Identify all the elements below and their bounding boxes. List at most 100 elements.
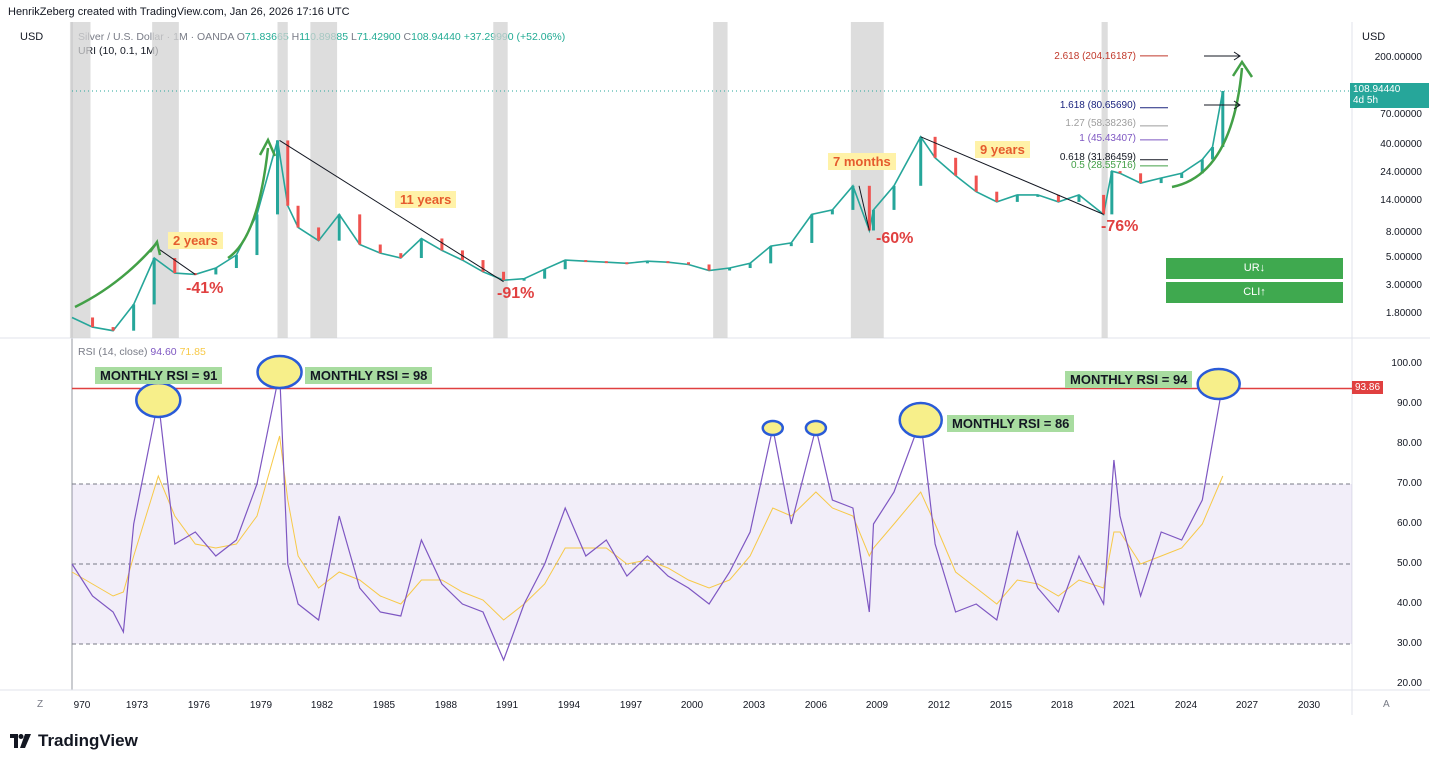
price-candle [1139,173,1143,184]
rsi-tick-20: 20.00 [1396,678,1422,689]
price-candle [851,185,855,210]
tradingview-logo-icon [10,734,31,748]
trendline-1980-1991 [279,140,504,283]
rsi-peak-circle [135,381,182,419]
rsi-94-label: MONTHLY RSI = 94 [1065,371,1193,388]
price-tick-1-8: 1.80000 [1385,308,1422,319]
fib-level-05[interactable]: 0.5 (28.55716) [1070,160,1136,171]
close-value: 108.94440 [411,31,461,43]
price-candle [1110,171,1114,215]
arrow-head-icon [148,238,162,256]
price-tick-200: 200.00000 [1374,52,1422,63]
rsi-91-label: MONTHLY RSI = 91 [95,367,223,384]
price-candle [687,262,690,265]
price-candle [892,185,896,210]
price-candle [769,246,773,264]
time-label: 1997 [619,700,643,711]
price-tick-24: 24.00000 [1380,167,1422,178]
time-label: 1976 [187,700,211,711]
tradingview-brand[interactable]: TradingView [10,731,138,751]
price-candle [871,209,875,231]
annotation-7-months: 7 months [828,153,896,170]
price-candle [399,253,403,259]
currency-label-right: USD [1362,31,1386,43]
price-candle [1118,171,1122,174]
fib-level-1618[interactable]: 1.618 (80.65690) [1059,100,1136,111]
green-rally-arrow-2 [227,147,270,260]
price-candle [214,268,218,275]
price-candle [1015,194,1019,202]
low-label: L [350,31,357,43]
price-tick-40: 40.00000 [1380,139,1422,150]
arrow-head-icon [1231,59,1254,78]
time-label: 2006 [804,700,828,711]
price-tick-70: 70.00000 [1380,109,1422,120]
rsi-legend: RSI (14, close) 94.60 71.85 [78,346,206,358]
price-candle [173,258,177,274]
time-label: 2030 [1297,700,1321,711]
fib-level-0618[interactable]: 0.618 (31.86459) [1059,152,1136,163]
trendline-2011-2020 [920,136,1104,215]
rsi-peak-circle [256,354,303,390]
price-candle [604,261,608,264]
close-label: C [403,31,412,43]
price-candle [933,136,937,158]
fib-level-127[interactable]: 1.27 (58.38236) [1065,118,1136,129]
silver-price-line [71,90,1224,332]
time-label: 2018 [1050,700,1074,711]
auto-scale-button[interactable]: A [1383,699,1390,710]
rsi-line [71,371,1224,662]
time-label: 2015 [989,700,1013,711]
price-candle [255,214,259,256]
ur-indicator-button[interactable]: UR↓ [1166,258,1343,279]
price-candle [1211,147,1215,160]
low-value: 71.42900 [356,31,401,43]
cli-indicator-button[interactable]: CLI↑ [1166,282,1343,303]
price-candle [919,136,923,186]
rsi-tick-70: 70.00 [1396,478,1422,489]
recession-band [69,22,91,338]
rsi-tick-50: 50.00 [1396,558,1422,569]
price-candle [789,242,793,247]
price-candle [748,263,752,269]
bar-countdown: 4d 5h [1353,95,1379,106]
indicator-uri-label[interactable]: URI (10, 0.1, 1M) [78,45,159,57]
rsi-tick-100: 100.00 [1391,358,1422,369]
price-candle [666,261,670,264]
drop-91-percent: -91% [497,285,535,302]
time-label: 2027 [1235,700,1259,711]
recession-band [152,22,179,338]
price-candle [1200,159,1204,174]
price-candle [358,214,362,245]
price-candle [337,214,341,241]
price-candle [728,268,732,271]
price-candle [584,260,588,263]
rsi-name[interactable]: RSI (14, close) [78,346,148,358]
green-rally-arrow-1 [74,244,156,309]
rsi-ma-line [71,435,1224,621]
time-label: 2000 [680,700,704,711]
open-label: O [236,31,245,43]
price-candle [502,271,506,281]
arrow-head-icon [258,137,277,157]
zoom-reset-button[interactable]: Z [37,699,44,710]
price-candle [111,327,115,331]
fib-level-1[interactable]: 1 (45.43407) [1079,133,1136,144]
annotation-11-years: 11 years [395,191,457,208]
drop-60-percent: -60% [876,230,914,247]
rsi-peak-circle [898,401,943,439]
fib-level-2618[interactable]: 2.618 (204.16187) [1054,51,1136,62]
last-price-tag: 108.94440 4d 5h [1350,83,1429,108]
price-tick-3: 3.00000 [1385,280,1422,291]
price-candle [378,244,382,254]
time-label: 2009 [865,700,889,711]
time-label: 2024 [1174,700,1198,711]
rsi-peak-circle [761,419,785,437]
recession-band [713,22,728,338]
price-tick-5: 5.00000 [1385,252,1422,263]
rsi-tick-80: 80.00 [1396,438,1422,449]
recession-band [493,22,508,338]
price-candle [152,258,156,305]
time-label: 1982 [310,700,334,711]
